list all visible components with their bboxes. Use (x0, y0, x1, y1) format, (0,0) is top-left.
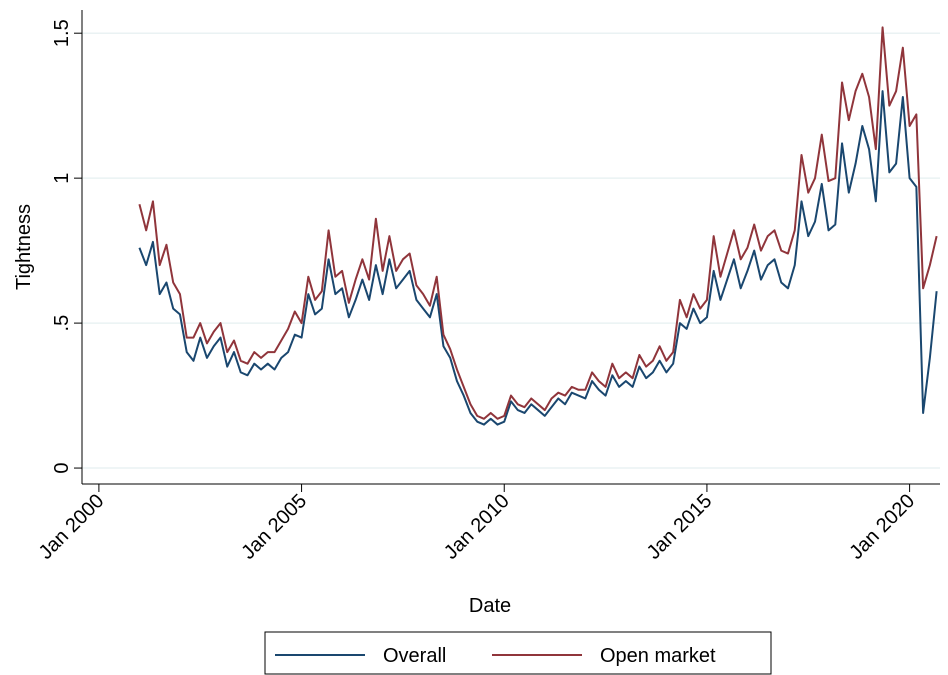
y-axis-label: Tightness (13, 204, 35, 290)
legend-label: Overall (383, 645, 446, 667)
y-tick-label: 0 (51, 462, 73, 473)
y-tick-label: 1.5 (51, 19, 73, 47)
x-axis-label: Date (469, 595, 511, 617)
legend-label: Open market (600, 645, 716, 667)
x-tick-label: Jan 2010 (440, 490, 514, 564)
legend-box (264, 631, 772, 675)
x-tick-label: Jan 2015 (643, 490, 717, 564)
x-tick-label: Jan 2000 (35, 490, 109, 564)
y-tick-label: .5 (51, 315, 73, 332)
series-line (138, 26, 938, 420)
y-tick-label: 1 (51, 173, 73, 184)
series-line (138, 90, 938, 426)
x-tick-label: Jan 2020 (845, 490, 919, 564)
x-tick-label: Jan 2005 (237, 490, 311, 564)
